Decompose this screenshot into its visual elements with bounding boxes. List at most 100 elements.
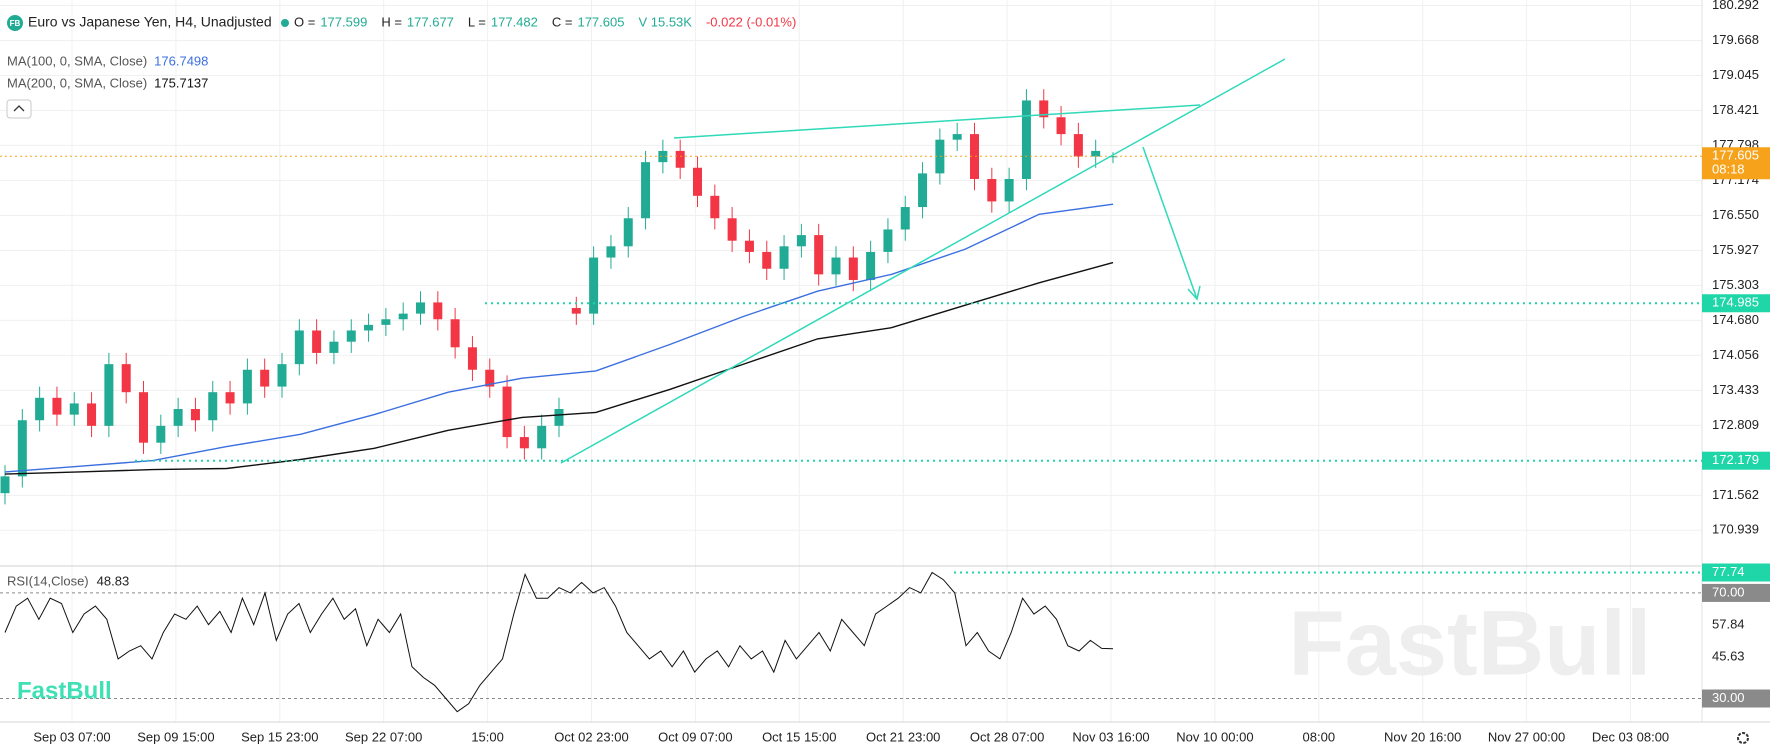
status-dot [281,19,289,27]
rsi-value: 48.83 [97,573,130,588]
indicator-name: MA(200, 0, SMA, Close) [7,75,147,90]
candle-body [1108,156,1118,158]
candle-body [433,302,443,320]
candle-body [537,425,547,449]
y-tick-label: 179.045 [1712,67,1759,82]
change: -0.022 (-0.01%) [706,14,796,29]
indicator-legend: MA(100, 0, SMA, Close) 176.7498 MA(200, 0,… [7,53,208,588]
candle-body [329,341,339,353]
candle-body [69,403,79,415]
candle-body [139,392,148,443]
ohlc-label: C = [552,14,573,29]
candle-body [364,324,374,331]
x-tick-label: 15:00 [471,729,504,744]
candle-body [225,392,235,404]
x-tick-label: Nov 20 16:00 [1384,729,1461,744]
candle-body [623,218,633,247]
resistance-line [673,104,1201,139]
candle-body [814,235,824,275]
rsi-label-box [1702,563,1770,582]
candle-body [606,246,616,258]
candle-body [952,134,962,140]
moving-average-line [4,261,1114,475]
candle-body [450,319,460,348]
y-tick-label: 170.939 [1712,522,1759,537]
ohlc-value: 177.599 [320,14,367,29]
chart-title[interactable]: Euro vs Japanese Yen, H4, Unadjusted [28,14,272,30]
candle-body [727,218,737,241]
candle-body [571,308,581,314]
candle-body [312,330,322,353]
plot [0,89,1702,713]
y-tick-label: 176.550 [1712,207,1759,222]
y-tick-label: 173.433 [1712,382,1759,397]
ohlc-label: O = [294,14,315,29]
rsi-level-label: 70.00 [1712,584,1745,599]
y-tick-label: 179.668 [1712,32,1759,47]
collapse-button[interactable] [6,99,32,119]
candle-body [589,257,599,314]
watermark: FastBull [1289,592,1652,694]
indicator-value: 175.7137 [154,75,208,90]
candle-body [970,134,979,179]
candle-body [208,392,218,421]
axis: Sep 03 07:00 Sep 09 15:00 Sep 15 23:00 Sep … [33,0,1770,744]
candle-body [346,330,356,342]
ohlc-value: 177.605 [577,14,624,29]
y-tick-label: 180.292 [1712,0,1759,12]
price-label: 174.985 [1712,295,1759,310]
indicator-value: 176.7498 [154,53,208,68]
y-tick-label: 174.056 [1712,347,1759,362]
symbol-icon-text: FB [10,19,21,28]
indicator-name: MA(100, 0, SMA, Close) [7,53,147,68]
x-tick-label: Oct 21 23:00 [866,729,940,744]
candle-body [935,139,945,174]
ohlc-header: O = 177.599 H = 177.677 L = 177.482 C = 177.605… [281,14,796,29]
x-tick-label: Oct 15 15:00 [762,729,836,744]
candle-body [156,425,166,443]
rsi-tick-label: 57.84 [1712,616,1745,631]
candle-body [1039,100,1049,118]
ohlc-value: 177.482 [491,14,538,29]
candle-body [485,369,495,387]
x-tick-label: Nov 10 00:00 [1176,729,1253,744]
candle-body [294,330,304,365]
candle-body [416,302,425,314]
volume: V 15.53K [638,14,692,29]
candle-body [1073,134,1083,157]
candle-body [0,476,10,494]
candle-body [796,235,806,247]
arrow-head [1187,285,1201,301]
candle-body [87,403,97,426]
rsi-level-label: 30.00 [1712,690,1745,705]
rsi-level-label: 77.74 [1712,564,1745,579]
candle-body [242,369,252,404]
candle-body [744,240,754,252]
candle-body [467,347,477,370]
candle-body [866,251,876,280]
rsi-tick-label: 45.63 [1712,649,1745,664]
settings-button[interactable] [1737,732,1749,744]
support-trendline [560,58,1286,464]
candle-body [883,229,893,252]
candle-body [779,246,789,269]
y-tick-label: 178.421 [1712,102,1759,117]
candle-body [173,409,183,426]
ohlc-label: H = [381,14,402,29]
y-tick-label: 175.303 [1712,277,1759,292]
candle-body [554,409,564,426]
candle-body [1091,150,1101,157]
moving-average-line [4,203,1114,473]
candle-body [848,257,858,280]
candle-body [260,369,270,387]
candle-body [190,409,200,421]
price-label-box [1702,294,1770,313]
price-label-box [1702,451,1770,470]
candle-body [104,364,114,426]
candle-body [52,397,62,415]
projection-arrow [1142,146,1198,300]
candle-body [693,167,702,196]
candle-body [900,207,910,230]
collapse-icon [13,105,25,112]
price-label: 177.605 [1712,148,1759,163]
